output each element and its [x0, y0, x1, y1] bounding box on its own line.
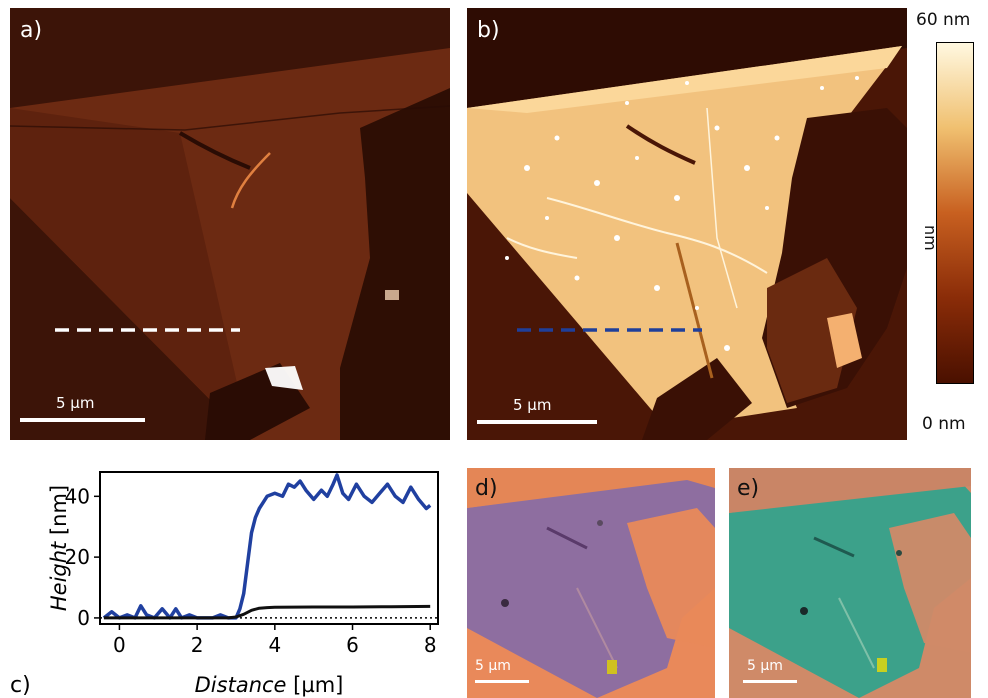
- afm-image-a: [10, 8, 450, 440]
- panel-a-afm-image: a) 5 µm: [10, 8, 450, 440]
- scale-bar-a: [20, 418, 145, 422]
- scale-bar-b: [477, 420, 597, 424]
- x-tick-label: 0: [113, 633, 126, 657]
- x-tick-label: 6: [346, 633, 359, 657]
- scale-bar-label-e: 5 µm: [747, 658, 783, 674]
- y-axis-label: Height [nm]: [47, 485, 71, 611]
- scale-bar-label-a: 5 µm: [56, 394, 95, 412]
- series-line-2: [103, 604, 431, 620]
- panel-c-height-profile-chart: 0 2 4 6 8 0 20 40 Distance [µm] Height [nm] c): [10, 471, 439, 698]
- optical-image-d: [467, 468, 715, 698]
- height-colorbar: 60 nm nm 0 nm: [916, 10, 988, 440]
- scale-bar-label-d: 5 µm: [475, 658, 511, 674]
- series-line-1: [102, 473, 432, 620]
- colorbar-max-label: 60 nm: [916, 10, 971, 30]
- panel-e-optical-image: e) 5 µm: [729, 468, 971, 698]
- afm-image-b: [467, 8, 907, 440]
- panel-label-e: e): [737, 476, 760, 501]
- panel-b-afm-image: b) 5 µm: [467, 8, 907, 440]
- scale-bar-d: [475, 680, 529, 683]
- y-tick-label: 40: [65, 484, 90, 508]
- x-tick-label: 4: [268, 633, 281, 657]
- panel-label-d: d): [475, 476, 498, 501]
- y-tick-label: 20: [65, 545, 90, 569]
- panel-label-a: a): [20, 18, 43, 43]
- y-ticks: 0 20 40: [65, 484, 100, 630]
- scale-bar-e: [743, 680, 797, 683]
- x-tick-label: 2: [191, 633, 204, 657]
- colorbar-min-label: 0 nm: [922, 414, 966, 434]
- x-ticks: 0 2 4 6 8: [113, 624, 437, 657]
- y-tick-label: 0: [77, 606, 90, 630]
- series-group: [102, 473, 432, 620]
- optical-image-e: [729, 468, 971, 698]
- panel-label-b: b): [477, 18, 500, 43]
- x-tick-label: 8: [424, 633, 437, 657]
- panel-d-optical-image: d) 5 µm: [467, 468, 715, 698]
- colorbar-unit-label: nm: [921, 225, 940, 251]
- panel-label-c: c): [10, 673, 31, 698]
- x-axis-label: Distance [µm]: [195, 673, 344, 697]
- colorbar-gradient: [936, 42, 974, 384]
- scale-bar-label-b: 5 µm: [513, 396, 552, 414]
